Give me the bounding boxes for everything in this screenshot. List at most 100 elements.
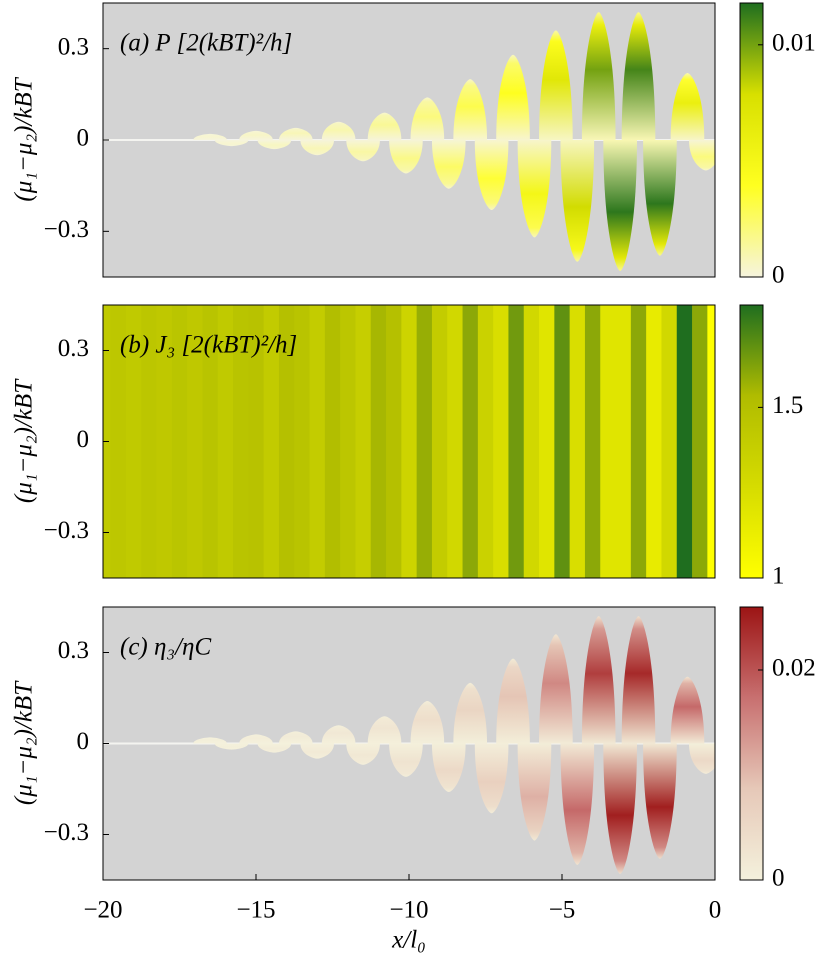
colorbar-tick-label: 0.02: [772, 655, 816, 682]
lobe: [643, 140, 677, 256]
stripe: [661, 305, 678, 578]
y-tick-label: 0.3: [58, 335, 89, 362]
lobe: [670, 73, 705, 140]
y-tick-label: 0: [77, 125, 90, 152]
lobe: [300, 743, 335, 759]
stripe: [554, 305, 571, 578]
stripe: [600, 305, 617, 578]
lobe: [517, 743, 552, 841]
stripe: [508, 305, 525, 578]
y-tick-label: −0.3: [44, 819, 89, 846]
stripe: [187, 305, 203, 578]
stripe: [309, 305, 326, 578]
stripe: [707, 305, 715, 578]
stripe: [141, 305, 158, 578]
y-tick-label: 0.3: [58, 637, 89, 664]
lobe: [643, 743, 677, 859]
stripe: [646, 305, 662, 578]
stripe: [416, 305, 433, 578]
stripe: [125, 305, 142, 578]
stripe: [202, 305, 219, 578]
lobe: [367, 716, 402, 744]
stripe: [248, 305, 265, 578]
lobe: [603, 140, 637, 271]
stripe: [447, 305, 464, 578]
stripe: [171, 305, 188, 578]
lobe: [389, 743, 423, 777]
lobe: [410, 701, 445, 744]
colorbar-tick-label: 0: [772, 865, 785, 892]
colorbar: [739, 606, 764, 881]
lobe: [389, 140, 423, 174]
lobe: [474, 140, 509, 211]
y-tick-label: −0.3: [44, 517, 89, 544]
lobe: [621, 12, 656, 141]
lobe: [321, 725, 356, 744]
stripe: [676, 305, 693, 578]
colorbar-tick-label: 1: [772, 563, 785, 590]
lobe: [214, 743, 249, 750]
lobe: [346, 743, 380, 765]
panel-label: (a) P [2(kBT)²/h]: [120, 30, 292, 57]
lobe: [474, 743, 509, 814]
lobe: [496, 658, 530, 744]
lobe: [431, 140, 466, 189]
stripe: [294, 305, 311, 578]
lobe: [239, 734, 273, 744]
panel-label: (b) J₃ [2(kBT)²/h]: [120, 332, 297, 359]
lobe: [193, 737, 227, 744]
stripe: [431, 305, 448, 578]
stripe: [477, 305, 494, 578]
lobe: [453, 682, 488, 744]
stripe: [615, 305, 632, 578]
stripe: [523, 305, 540, 578]
plot-area: [103, 607, 715, 880]
lobe: [688, 743, 715, 774]
lobe: [257, 140, 292, 150]
lobe: [257, 743, 292, 753]
colorbar: [739, 304, 764, 579]
lobe: [410, 97, 445, 140]
lobe: [321, 121, 356, 140]
stripe: [539, 305, 555, 578]
stripe: [692, 305, 708, 578]
colorbar-tick-label: 0: [772, 262, 785, 289]
plot-area: [103, 305, 715, 578]
lobe: [581, 12, 616, 141]
lobe: [688, 140, 715, 171]
x-tick-label: −15: [236, 897, 275, 924]
lobe: [278, 731, 313, 744]
stripe: [217, 305, 234, 578]
x-axis-label: x/l₀: [391, 927, 426, 954]
lobe: [193, 133, 227, 140]
stripe: [370, 305, 387, 578]
x-tick-label: −20: [83, 897, 122, 924]
lobe: [581, 616, 616, 744]
plot-area: [103, 3, 715, 277]
lobe: [539, 634, 573, 744]
lobe: [431, 743, 466, 793]
lobe: [603, 743, 637, 874]
y-axis-label: (μ₁−μ₂)/kBT: [11, 76, 38, 201]
stripe: [110, 305, 127, 578]
lobe: [367, 112, 402, 140]
stripe: [278, 305, 295, 578]
y-tick-label: 0.3: [58, 33, 89, 60]
colorbar: [739, 2, 764, 278]
lobe: [300, 140, 335, 156]
stripe: [630, 305, 647, 578]
lobe: [346, 140, 380, 162]
stripe: [569, 305, 586, 578]
x-tick-label: −5: [549, 897, 576, 924]
stripe: [355, 305, 372, 578]
lobe: [239, 130, 273, 140]
colorbar-tick-label: 0.01: [772, 30, 816, 57]
colorbar-tick-label: 1.5: [772, 392, 803, 419]
y-tick-label: 0: [77, 728, 90, 755]
stripe: [386, 305, 402, 578]
lobe: [560, 743, 595, 865]
stripe: [493, 305, 509, 578]
y-axis-label: (μ₁−μ₂)/kBT: [11, 680, 38, 805]
stripe: [156, 305, 173, 578]
stripe: [233, 305, 249, 578]
